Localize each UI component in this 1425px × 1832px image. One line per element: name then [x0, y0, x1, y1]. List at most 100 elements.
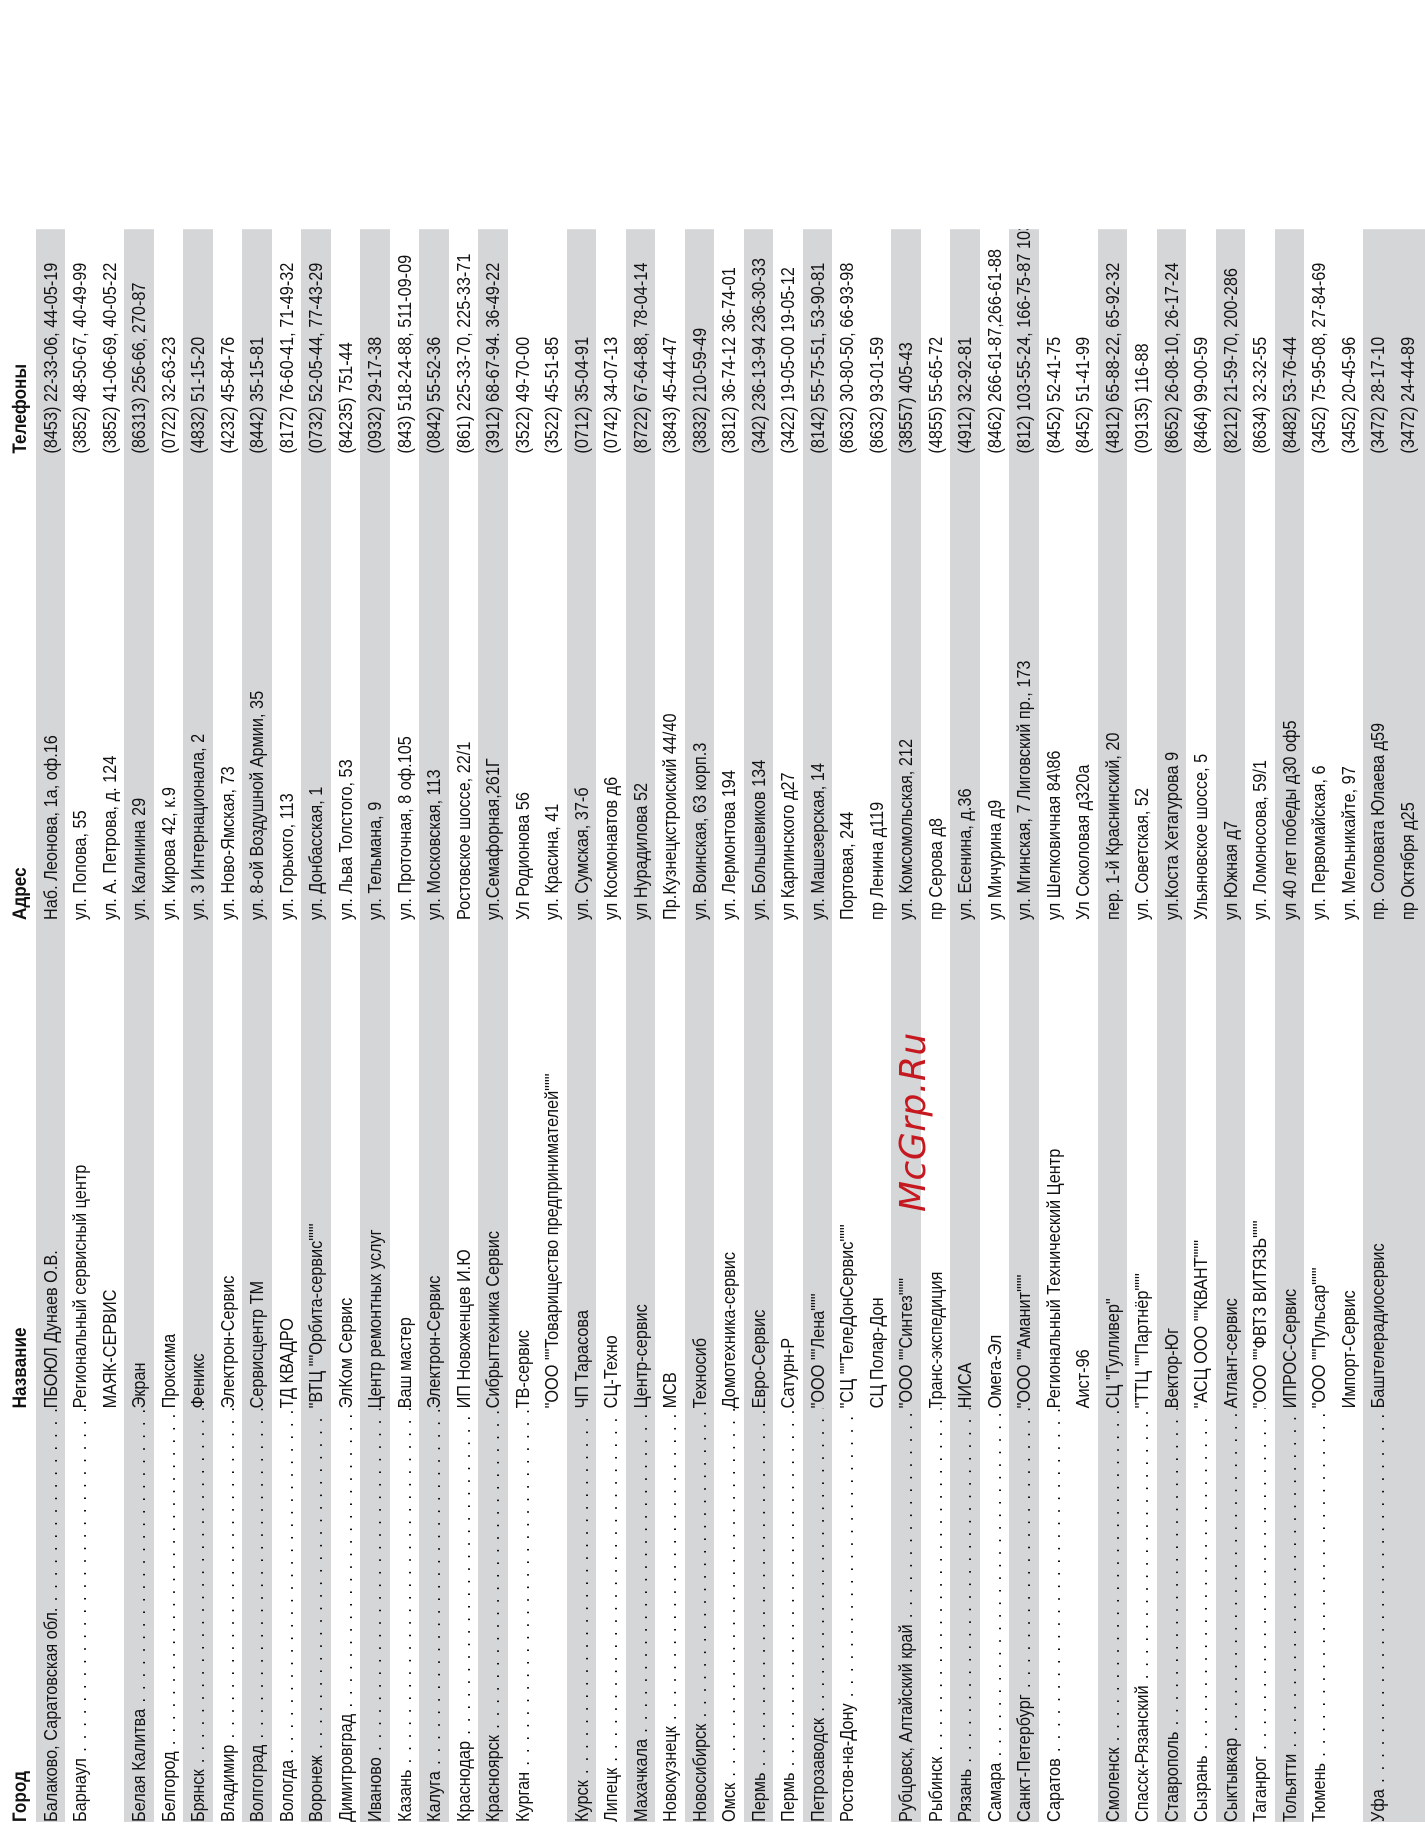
row-address: ул Мичурина д9 [983, 799, 1005, 920]
dot-leader: . . . . . . . . . . . . . . . . . . . . … [629, 1408, 651, 1739]
row-address: ул. Горького, 113 [275, 793, 297, 920]
dot-leader: . . . . . . . . . . . . . . . . . . . . … [1190, 1408, 1211, 1756]
row-city: Балаково, Саратовская обл. . . . . . . .… [36, 1408, 66, 1822]
row-address: пер. 1-й Краснинский, 20 [1101, 732, 1123, 920]
row-name: Центр-сервис [629, 1304, 651, 1409]
row-address: ул. Советская, 52 [1131, 787, 1152, 920]
row-city: Ростов-на-Дону . . . . . . . . . . . . .… [832, 1408, 862, 1822]
row-city: Сыктывкар . . . . . . . . . . . . . . . … [1216, 1408, 1246, 1822]
row-phones: (4232) 45-84-76 [216, 336, 238, 454]
row-name: "АСЦ ООО ""КВАНТ""" [1190, 1240, 1211, 1409]
row-phones: (0742) 34-07-13 [600, 336, 621, 454]
row-name: СЦ "Гулливер" [1101, 1298, 1123, 1409]
row-city: Пермь . . . . . . . . . . . . . . . . . … [744, 1408, 774, 1822]
row-name: "ООО ""ФВТЗ ВИТЯЗЬ""" [1249, 1220, 1270, 1409]
row-city [1334, 1408, 1364, 1822]
table-row: Рубцовск, Алтайский край . . . . . . . .… [891, 229, 921, 1822]
row-name: "ТТЦ ""Партнёр""" [1131, 1273, 1152, 1409]
dot-leader: . . . . . . . . . . . . . . . . . . . . … [1308, 1408, 1329, 1764]
row-phones: (3843) 45-44-47 [659, 336, 680, 454]
row-city: Петрозаводск . . . . . . . . . . . . . .… [803, 1408, 833, 1822]
row-address: ул. Кирова 42, к.9 [157, 787, 179, 920]
dot-leader: . . . . . . . . . . . . . . . . . . . . … [688, 1408, 710, 1724]
row-phones: (8652) 26-08-10, 26-17-24 [1160, 262, 1182, 454]
row-name: Баштелерадиосервис [1367, 1243, 1388, 1409]
row-address: ул. Лермонтова 194 [718, 770, 739, 920]
dot-leader: . . . . . . . . . . . . . . . . . . . . … [187, 1408, 208, 1770]
service-centers-table: Город Название Адрес Телефоны Балаково, … [6, 229, 1425, 1822]
row-name: Экран [128, 1362, 149, 1409]
row-city: Барнаул . . . . . . . . . . . . . . . . … [65, 1408, 95, 1822]
table-row: Красноярск . . . . . . . . . . . . . . .… [478, 229, 508, 1822]
row-name: Феникс [187, 1353, 208, 1409]
row-city: Рыбинск . . . . . . . . . . . . . . . . … [921, 1408, 951, 1822]
row-phones: (86313) 256-66, 270-87 [128, 282, 149, 454]
table-row: Саратов . . . . . . . . . . . . . . . . … [1039, 229, 1069, 1822]
table-row: Сызрань . . . . . . . . . . . . . . . . … [1186, 229, 1216, 1822]
table-row: Курган . . . . . . . . . . . . . . . . .… [508, 229, 538, 1822]
dot-leader: . . . . . . . . . . . . . . . . . . . . … [364, 1408, 385, 1758]
row-address: ул. Есенина, д.36 [954, 788, 975, 920]
dot-leader: . . . . . . . . . . . . . . . . . . . . … [482, 1408, 503, 1736]
dot-leader: . . . . . . . . . . . . . . . . . . . . … [983, 1408, 1005, 1763]
row-address: ул Нурадилова 52 [629, 782, 651, 920]
row-address: ул. Льва Толстого, 53 [334, 759, 356, 920]
row-city: Волгоград . . . . . . . . . . . . . . . … [242, 1408, 272, 1822]
row-city: Курск . . . . . . . . . . . . . . . . . … [567, 1408, 597, 1822]
row-phones: (8142) 55-75-51, 53-90-81 [806, 262, 828, 454]
row-name: "СЦ ""ТелеДонСервис""" [836, 1224, 857, 1409]
dot-leader: . . . . . . . . . . . . . . . . . . . . … [157, 1408, 179, 1752]
table-row: "ООО ""Товарищество предпринимателей""" у… [537, 229, 567, 1822]
row-phones: (3912) 68-67-94. 36-49-22 [482, 262, 503, 454]
dot-leader: . . . . . . . . . . . . . . . . . . . . … [747, 1408, 769, 1773]
row-name: Домотехника-сервис [718, 1251, 739, 1409]
row-phones: (3812) 36-74-12 36-74-01 [718, 267, 739, 454]
row-name: ТД КВАДРО [275, 1318, 297, 1409]
row-name: ПБОЮЛ Дунаев О.В. [39, 1250, 61, 1409]
row-city: Смоленск . . . . . . . . . . . . . . . .… [1098, 1408, 1128, 1822]
row-address: ул. Воинская, 63 корп.3 [688, 742, 710, 920]
row-phones: (0712) 35-04-91 [570, 336, 592, 454]
dot-leader: . . . . . . . . . . . . . . . . . . . . … [806, 1408, 828, 1718]
table-row: Махачкала . . . . . . . . . . . . . . . … [625, 229, 655, 1822]
dot-leader: . . . . . . . . . . . . . . . . . . . . … [393, 1408, 415, 1770]
dot-leader: . . . . . . . . . . . . . . . . . . . . … [600, 1408, 621, 1768]
row-name: СЦ-Техно [600, 1335, 621, 1409]
row-address: ул. Красина, 41 [541, 803, 562, 920]
dot-leader: . . . . . . . . . . . . . . . . . . . . … [1042, 1408, 1064, 1759]
row-name: Сатурн-Р [777, 1337, 798, 1409]
row-name: ТВ-сервис [511, 1330, 533, 1409]
row-address: ул. 8-ой Воздушной Армии, 35 [246, 690, 267, 920]
row-city: Липецк . . . . . . . . . . . . . . . . .… [596, 1408, 626, 1822]
row-name: Аист-96 [1072, 1349, 1093, 1409]
row-phones: (8462) 266-61-87,266-61-88 [983, 249, 1005, 454]
watermark: McGrp.Ru [893, 1032, 934, 1212]
row-phones: (8453) 22-33-06, 44-05-19 [39, 262, 61, 454]
row-phones: (8722) 67-64-88, 78-04-14 [629, 262, 651, 454]
table-row: Таганрог . . . . . . . . . . . . . . . .… [1245, 229, 1275, 1822]
row-name: Евро-Сервис [747, 1309, 769, 1409]
row-phones: (8632) 30-80-50, 66-93-98 [836, 262, 857, 454]
dot-leader: . . . . . . . . . . . . . . . . . . . . … [216, 1408, 238, 1745]
dot-leader: . . . . . . . . . . . . . . . . . . . . … [1278, 1408, 1300, 1754]
table-row: Белгород . . . . . . . . . . . . . . . .… [154, 229, 184, 1822]
row-phones: (342) 236-13-94 236-30-33 [747, 258, 769, 454]
table-row: Уфа . . . . . . . . . . . . . . . . . . … [1363, 229, 1393, 1822]
table-row: Рязань . . . . . . . . . . . . . . . . .… [950, 229, 980, 1822]
table-row: Димитровград . . . . . . . . . . . . . .… [331, 229, 361, 1822]
row-city: Красноярск . . . . . . . . . . . . . . .… [478, 1408, 508, 1822]
dot-leader: . . . . . . . . . . . . . . . . . . . . … [1367, 1408, 1388, 1790]
table-row: Липецк . . . . . . . . . . . . . . . . .… [596, 229, 626, 1822]
row-address: ул.Семафорная,261Г [482, 758, 503, 920]
row-city: Воронеж . . . . . . . . . . . . . . . . … [301, 1408, 331, 1822]
row-address: пр. Соловата Юлаева д59 [1367, 722, 1388, 920]
row-address: ул. А. Петрова, д. 124 [98, 755, 120, 920]
row-phones: (38557) 405-43 [895, 342, 916, 454]
row-address: ул. Первомайская, 6 [1308, 765, 1329, 920]
dot-leader: . . . . . . . . . . . . . . . . . . . . … [246, 1408, 267, 1745]
row-address: Пр.Кузнецкстроиский 44/40 [659, 713, 680, 920]
table-row: Смоленск . . . . . . . . . . . . . . . .… [1097, 229, 1128, 1822]
row-address: Наб. Леонова, 1а, оф.16 [39, 735, 61, 920]
dot-leader: . . . . . . . . . . . . . . . . . . . . … [334, 1408, 356, 1714]
row-address: ул. Комсомольская, 212 [895, 738, 916, 920]
